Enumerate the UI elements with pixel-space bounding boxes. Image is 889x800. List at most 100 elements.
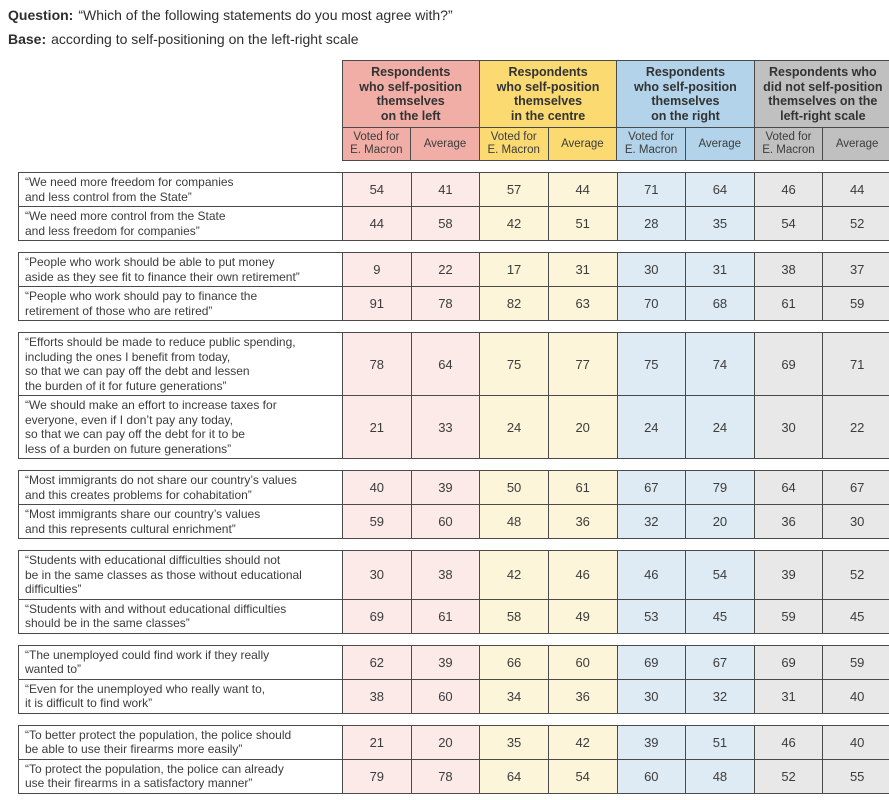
- base-line: Base: according to self-positioning on th…: [8, 31, 889, 47]
- value-cell-centre: 61: [547, 470, 618, 505]
- statement-cell: “The unemployed could find work if they …: [18, 644, 343, 680]
- value-cell-left: 60: [410, 504, 481, 539]
- value-cell-right: 48: [685, 758, 755, 794]
- statement-cell: “Even for the unemployed who really want…: [18, 678, 343, 714]
- base-label: Base:: [8, 31, 47, 47]
- value-cell-right: 68: [685, 286, 755, 321]
- value-cell-right: 69: [616, 644, 687, 680]
- value-cell-left: 20: [410, 724, 481, 760]
- value-cell-centre: 64: [479, 758, 549, 794]
- value-cell-left: 78: [342, 332, 412, 396]
- value-cell-right: 32: [616, 504, 687, 539]
- value-cell-centre: 51: [547, 206, 618, 241]
- value-cell-centre: 34: [479, 678, 549, 714]
- value-cell-centre: 36: [547, 678, 618, 714]
- table-row: “The unemployed could find work if they …: [18, 644, 889, 680]
- value-cell-centre: 50: [479, 470, 549, 505]
- value-cell-right: 71: [616, 172, 687, 207]
- value-cell-no-position: 40: [822, 724, 889, 760]
- value-cell-right: 39: [616, 724, 687, 760]
- value-cell-left: 60: [410, 678, 481, 714]
- value-cell-centre: 48: [479, 504, 549, 539]
- value-cell-no-position: 71: [822, 332, 889, 396]
- value-cell-right: 75: [616, 332, 687, 396]
- value-cell-right: 32: [685, 678, 755, 714]
- value-cell-centre: 66: [479, 644, 549, 680]
- value-cell-left: 62: [342, 644, 412, 680]
- value-cell-centre: 42: [479, 206, 549, 241]
- value-cell-no-position: 31: [753, 678, 824, 714]
- value-cell-centre: 49: [547, 598, 618, 634]
- value-cell-centre: 46: [547, 550, 618, 600]
- value-cell-left: 21: [342, 395, 412, 459]
- value-cell-no-position: 59: [822, 286, 889, 321]
- subcolumn-header-macron-left: Voted for E. Macron: [341, 127, 412, 161]
- value-cell-left: 40: [342, 470, 412, 505]
- table-row: “People who work should be able to put m…: [18, 252, 889, 287]
- statement-cell: “Students with and without educational d…: [18, 598, 343, 634]
- value-cell-centre: 75: [479, 332, 549, 396]
- subcolumn-header-average-right: Average: [684, 127, 755, 161]
- header-row-groups: Respondents who self-position themselves…: [18, 60, 889, 128]
- value-cell-left: 79: [342, 758, 412, 794]
- value-cell-no-position: 37: [822, 252, 889, 287]
- value-cell-no-position: 30: [753, 395, 824, 459]
- value-cell-left: 21: [342, 724, 412, 760]
- value-cell-left: 54: [342, 172, 412, 207]
- question-label: Question:: [8, 7, 74, 23]
- value-cell-left: 22: [410, 252, 481, 287]
- value-cell-no-position: 46: [753, 724, 824, 760]
- statement-group-3: “Efforts should be made to reduce public…: [18, 332, 889, 459]
- table-row: “We need more control from the State and…: [18, 206, 889, 241]
- table-row: “Most immigrants do not share our countr…: [18, 470, 889, 505]
- value-cell-centre: 44: [547, 172, 618, 207]
- value-cell-right: 24: [616, 395, 687, 459]
- statement-group-5: “Students with educational difficulties …: [18, 550, 889, 634]
- value-cell-right: 64: [685, 172, 755, 207]
- value-cell-no-position: 30: [822, 504, 889, 539]
- statement-cell: “We need more control from the State and…: [18, 206, 343, 241]
- value-cell-centre: 58: [479, 598, 549, 634]
- value-cell-no-position: 61: [753, 286, 824, 321]
- value-cell-centre: 57: [479, 172, 549, 207]
- table-row: “Students with educational difficulties …: [18, 550, 889, 600]
- subcolumn-header-macron-right: Voted for E. Macron: [616, 127, 686, 161]
- value-cell-left: 78: [410, 286, 481, 321]
- value-cell-no-position: 59: [753, 598, 824, 634]
- value-cell-right: 67: [685, 644, 755, 680]
- value-cell-no-position: 40: [822, 678, 889, 714]
- value-cell-right: 51: [685, 724, 755, 760]
- statement-cell: “Most immigrants do not share our countr…: [18, 470, 343, 505]
- value-cell-right: 31: [685, 252, 755, 287]
- subcolumn-header-average-no-position: Average: [822, 127, 889, 161]
- value-cell-left: 44: [342, 206, 412, 241]
- statement-group-7: “To better protect the population, the p…: [18, 724, 889, 794]
- table-row: “Students with and without educational d…: [18, 598, 889, 634]
- column-group-header-left: Respondents who self-position themselves…: [341, 60, 480, 128]
- statement-group-2: “People who work should be able to put m…: [18, 252, 889, 321]
- statement-cell: “We need more freedom for companies and …: [18, 172, 343, 207]
- value-cell-no-position: 52: [753, 758, 824, 794]
- value-cell-left: 61: [410, 598, 481, 634]
- value-cell-no-position: 52: [822, 550, 889, 600]
- subcolumn-header-average-centre: Average: [547, 127, 618, 161]
- table-row: “Efforts should be made to reduce public…: [18, 332, 889, 396]
- value-cell-right: 53: [616, 598, 687, 634]
- value-cell-right: 30: [616, 252, 687, 287]
- value-cell-left: 58: [410, 206, 481, 241]
- value-cell-centre: 35: [479, 724, 549, 760]
- statement-cell: “We should make an effort to increase ta…: [18, 395, 343, 459]
- table-row: “People who work should pay to finance t…: [18, 286, 889, 321]
- value-cell-no-position: 22: [822, 395, 889, 459]
- value-cell-left: 59: [342, 504, 412, 539]
- value-cell-right: 20: [685, 504, 755, 539]
- value-cell-left: 30: [342, 550, 412, 600]
- value-cell-no-position: 46: [753, 172, 824, 207]
- base-text: according to self-positioning on the lef…: [51, 31, 359, 47]
- table-row: “Even for the unemployed who really want…: [18, 678, 889, 714]
- statement-cell: “People who work should pay to finance t…: [18, 286, 343, 321]
- header-spacer-cell: [18, 127, 342, 161]
- statement-cell: “Efforts should be made to reduce public…: [18, 332, 343, 396]
- value-cell-no-position: 54: [753, 206, 824, 241]
- subcolumn-header-macron-centre: Voted for E. Macron: [478, 127, 549, 161]
